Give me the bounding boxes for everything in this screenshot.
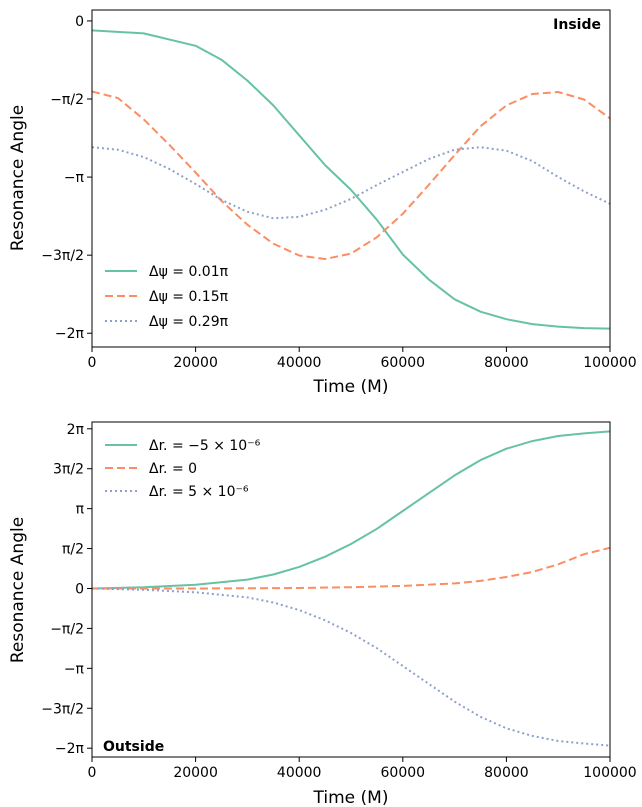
inside-series-line-1 <box>91 90 611 260</box>
outside-series-line-1 <box>92 546 611 590</box>
outside-x-tick-label: 60000 <box>381 765 426 781</box>
outside-y-tick-label: 2π <box>67 422 85 438</box>
inside-y-tick-label: −π <box>64 170 85 186</box>
outside-y-tick-label: −π/2 <box>50 621 84 637</box>
outside-x-tick-label: 80000 <box>484 765 529 781</box>
inside-series-line-2 <box>91 146 611 220</box>
outside-series-line-0 <box>91 430 611 590</box>
outside-legend-label-1: Δr. = 0 <box>149 461 197 477</box>
inside-series-line-0 <box>91 29 611 330</box>
inside-legend-label-2: Δψ = 0.29π <box>149 314 229 330</box>
outside-panel: 0 20000 40000 60000 80000 100000 2π3π/2ππ/20−… <box>8 421 637 807</box>
outside-y-tick-label: 3π/2 <box>53 462 84 478</box>
inside-x-tick-label: 0 <box>88 355 97 371</box>
inside-y-tick-label: −2π <box>55 326 85 342</box>
outside-legend-label-0: Δr. = −5 × 10⁻⁶ <box>149 438 261 454</box>
outside-legend-label-2: Δr. = 5 × 10⁻⁶ <box>149 484 249 500</box>
outside-series-layer <box>91 430 611 747</box>
outside-y-tick-label: −3π/2 <box>41 701 84 717</box>
outside-x-tick-label: 20000 <box>173 765 218 781</box>
outside-x-axis-label: Time (M) <box>313 788 389 807</box>
inside-x-tick-label: 60000 <box>381 355 426 371</box>
inside-panel: 0 20000 40000 60000 80000 100000 0 −π/2 −π −3π/2… <box>8 9 637 397</box>
inside-x-tick-label: 40000 <box>277 355 322 371</box>
inside-y-tick-label: 0 <box>75 14 84 30</box>
outside-y-tick-label: −π <box>64 661 85 677</box>
outside-x-tick-label: 0 <box>88 765 97 781</box>
inside-legend: Δψ = 0.01π Δψ = 0.15π Δψ = 0.29π <box>105 264 229 330</box>
outside-y-ticks: 2π 3π/2 π π/2 0 −π/2 −π −3π/2 −2π <box>41 422 92 757</box>
outside-x-tick-label: 40000 <box>277 765 322 781</box>
outside-annotation: Outside <box>103 739 164 755</box>
inside-legend-label-0: Δψ = 0.01π <box>149 264 229 280</box>
inside-y-tick-label: −3π/2 <box>41 248 84 264</box>
outside-y-tick-label: π/2 <box>62 542 84 558</box>
inside-y-tick-label: −π/2 <box>50 92 84 108</box>
inside-x-ticks: 0 20000 40000 60000 80000 100000 <box>88 347 637 371</box>
inside-plot-frame <box>91 9 611 348</box>
outside-x-tick-label: 100000 <box>583 765 636 781</box>
inside-series-layer <box>91 29 611 330</box>
inside-legend-label-1: Δψ = 0.15π <box>149 289 229 305</box>
outside-y-axis-label: Resonance Angle <box>8 517 28 663</box>
inside-y-ticks: 0 −π/2 −π −3π/2 −2π <box>41 14 92 342</box>
inside-x-tick-label: 80000 <box>484 355 529 371</box>
outside-y-tick-label: 0 <box>75 581 84 597</box>
outside-x-ticks: 0 20000 40000 60000 80000 100000 <box>88 757 637 781</box>
inside-x-tick-label: 100000 <box>583 355 636 371</box>
inside-x-axis-label: Time (M) <box>313 377 389 397</box>
outside-legend: Δr. = −5 × 10⁻⁶ Δr. = 0 Δr. = 5 × 10⁻⁶ <box>105 438 261 500</box>
outside-series-line-2 <box>91 587 611 747</box>
inside-y-axis-label: Resonance Angle <box>8 105 28 251</box>
inside-annotation: Inside <box>553 17 601 33</box>
outside-y-tick-label: π <box>76 502 85 518</box>
outside-y-tick-label: −2π <box>55 741 85 757</box>
inside-x-tick-label: 20000 <box>173 355 218 371</box>
outside-plot-frame <box>91 421 611 758</box>
